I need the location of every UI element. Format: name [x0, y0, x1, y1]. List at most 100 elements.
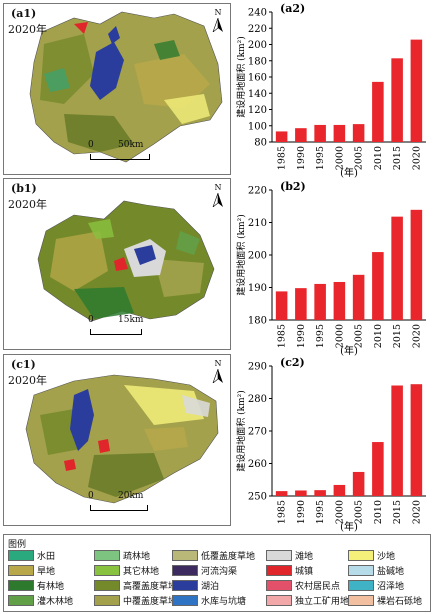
map-a1	[29, 11, 223, 163]
chart-title: (b2)	[280, 180, 306, 193]
x-axis-label: (年)	[340, 166, 358, 178]
x-tick-label: 2015	[392, 500, 403, 524]
legend-item: 低覆盖度草地	[172, 549, 255, 562]
y-tick-label: 80	[254, 138, 267, 149]
bar	[391, 216, 403, 320]
bar	[333, 281, 346, 320]
y-tick-label: 100	[248, 121, 267, 132]
x-tick-label: 2005	[354, 146, 365, 170]
bar-chart-b2: (b2) 建设用地面积 (km²) 180 190 200 210 220 1985 1990 1…	[235, 180, 426, 356]
bar	[352, 274, 365, 320]
map-year: 2020年	[8, 23, 47, 36]
legend-label: 其它林地	[123, 567, 160, 577]
x-tick-label: 1995	[315, 500, 326, 524]
x-tick-label: 1985	[277, 146, 288, 170]
legend-label: 高覆盖度草地	[123, 582, 178, 592]
scale-end: 20km	[118, 491, 144, 501]
map-panel-b1: (b1) 2020年 N 0 15km	[3, 178, 231, 350]
map-panel-c1: (c1) 2020年 N 0 20km	[3, 354, 231, 526]
scale-end: 15km	[118, 315, 144, 325]
north-label: N	[214, 183, 222, 192]
legend-swatch	[94, 580, 120, 591]
legend-label: 有林地	[37, 582, 65, 592]
map-label: (a1)	[11, 7, 37, 20]
bar-chart-a2: (a2) 建设用地面积 (km²) 80 100 120 140 160 180 200 220 2…	[235, 2, 426, 178]
legend-swatch	[8, 595, 34, 606]
legend-swatch	[94, 595, 120, 606]
x-tick-label: 1995	[315, 146, 326, 170]
x-tick-label: 1985	[277, 324, 288, 348]
legend-swatch	[348, 580, 374, 591]
x-tick-label: 2010	[373, 146, 384, 170]
x-tick-label: 1990	[296, 500, 307, 524]
north-arrow-icon	[212, 17, 223, 33]
legend: 图例 水田 疏林地 低覆盖度草地 滩地 沙地 旱地 其它林地 河流沟渠 城镇 盐碱地 有林地 高覆盖度…	[3, 534, 431, 612]
x-tick-label: 1990	[296, 324, 307, 348]
x-tick-label: 2020	[411, 324, 422, 348]
legend-item: 水库与坑塘	[172, 594, 246, 607]
legend-title: 图例	[8, 540, 27, 550]
bar	[295, 128, 307, 142]
scale-start: 0	[88, 140, 94, 150]
y-tick-label: 240	[248, 8, 267, 19]
x-tick-label: 2005	[354, 324, 365, 348]
legend-label: 裸岩石砾地	[377, 597, 423, 607]
bar	[314, 283, 326, 320]
bar	[391, 58, 403, 142]
north-label: N	[214, 359, 222, 368]
legend-item: 沼泽地	[348, 579, 404, 592]
chart-title: (c2)	[280, 356, 305, 369]
y-tick-label: 270	[248, 427, 267, 438]
bar	[275, 491, 288, 496]
scale-start: 0	[88, 491, 94, 501]
map-b1	[37, 200, 215, 322]
legend-label: 湖泊	[201, 582, 220, 592]
north-arrow: N	[211, 8, 225, 36]
y-tick-label: 280	[248, 394, 267, 405]
bar	[275, 131, 288, 142]
y-tick-label: 190	[248, 283, 267, 294]
legend-swatch	[266, 595, 292, 606]
legend-swatch	[348, 550, 374, 561]
legend-item: 滩地	[266, 549, 313, 562]
y-tick-label: 140	[248, 89, 267, 100]
legend-label: 农村居民点	[295, 582, 341, 592]
x-tick-label: 2000	[334, 146, 345, 170]
y-tick-label: 260	[248, 459, 267, 470]
legend-swatch	[8, 550, 34, 561]
legend-label: 水田	[37, 552, 56, 562]
bar	[314, 490, 326, 496]
legend-item: 独立工矿用地	[266, 594, 349, 607]
y-tick-label: 180	[248, 56, 267, 67]
y-axis-label: 建设用地面积 (km²)	[235, 36, 247, 117]
y-axis-label: 建设用地面积 (km²)	[235, 390, 247, 471]
bar	[372, 442, 384, 496]
legend-label: 独立工矿用地	[295, 597, 350, 607]
y-tick-label: 210	[248, 218, 267, 229]
bar	[333, 484, 346, 496]
legend-label: 沼泽地	[377, 582, 405, 592]
legend-item: 其它林地	[94, 564, 159, 577]
north-label: N	[214, 8, 222, 17]
y-tick-label: 250	[248, 492, 267, 503]
y-tick-label: 120	[248, 105, 267, 116]
bar	[295, 490, 307, 496]
y-tick-label: 200	[248, 251, 267, 262]
legend-label: 河流沟渠	[201, 567, 238, 577]
legend-item: 有林地	[8, 579, 64, 592]
x-tick-label: 2015	[392, 146, 403, 170]
bar	[314, 124, 326, 142]
legend-label: 低覆盖度草地	[201, 552, 256, 562]
north-arrow: N	[211, 183, 225, 211]
legend-swatch	[348, 595, 374, 606]
bar	[410, 39, 423, 142]
x-axis-label: (年)	[340, 520, 358, 532]
legend-swatch	[172, 580, 198, 591]
legend-swatch	[172, 565, 198, 576]
legend-label: 水库与坑塘	[201, 597, 247, 607]
x-tick-label: 2015	[392, 324, 403, 348]
x-tick-label: 2005	[354, 500, 365, 524]
y-tick-label: 200	[248, 40, 267, 51]
legend-item: 湖泊	[172, 579, 219, 592]
scale-end: 50km	[118, 140, 144, 150]
